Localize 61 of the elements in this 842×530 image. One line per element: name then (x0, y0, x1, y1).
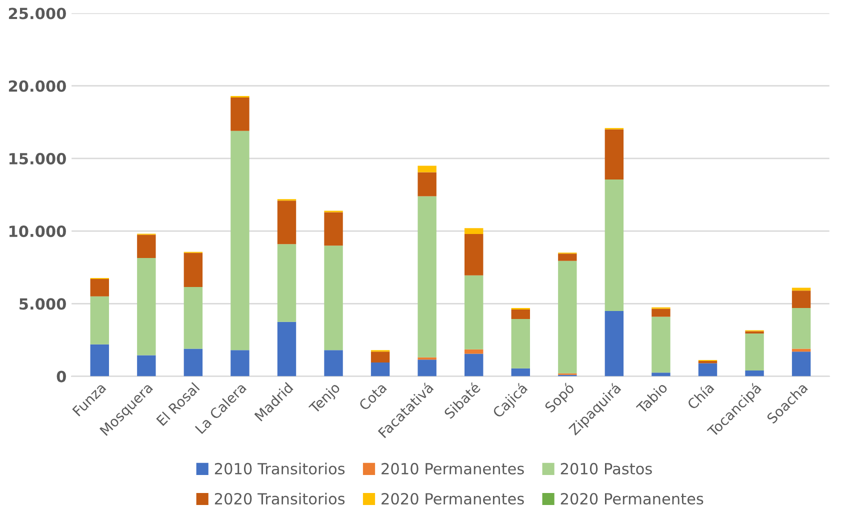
bar (511, 310, 530, 319)
bar (511, 368, 530, 376)
bar (324, 212, 343, 246)
y-tick-label: 20.000 (8, 80, 66, 92)
bar (324, 246, 343, 350)
bar (418, 172, 436, 196)
bar (137, 355, 156, 376)
bar (137, 234, 156, 258)
bar (90, 296, 109, 344)
bar (792, 352, 811, 376)
bar (324, 350, 343, 376)
bar (184, 252, 203, 287)
bar (604, 129, 624, 180)
legend-label: 2020 Permanentes (560, 492, 704, 505)
bar (604, 310, 624, 376)
bar (230, 350, 250, 376)
bar (277, 244, 296, 322)
bar (277, 322, 296, 376)
bar (90, 279, 109, 296)
bar (745, 333, 764, 370)
legend-label: 2010 Pastos (560, 462, 652, 474)
bar (792, 290, 811, 308)
bar (792, 288, 811, 291)
bar (511, 318, 530, 368)
bar (604, 180, 624, 311)
bar (652, 308, 670, 317)
bar (558, 254, 577, 261)
bar (464, 228, 484, 234)
bar (464, 354, 484, 376)
bar (418, 196, 436, 358)
bar (745, 370, 764, 376)
bar (558, 260, 577, 374)
bar (418, 360, 436, 376)
bar (652, 316, 670, 373)
y-tick-label: 25.000 (8, 8, 66, 20)
bar (464, 349, 484, 354)
bar (464, 275, 484, 350)
bar (370, 352, 390, 363)
legend-label: 2010 Transitorios (214, 462, 345, 474)
bar (792, 308, 811, 349)
legend-label: 2010 Permanentes (382, 462, 524, 474)
bar (230, 97, 250, 131)
y-tick-label: 5.000 (20, 298, 66, 310)
bar (230, 130, 250, 350)
bar (277, 200, 296, 244)
bar (184, 286, 203, 349)
y-tick-label: 0 (56, 370, 66, 382)
legend-label: 2020 Permanentes (382, 492, 524, 505)
y-tick-label: 10.000 (9, 226, 66, 238)
bar (652, 372, 670, 376)
bar (184, 348, 203, 376)
bar (370, 362, 390, 376)
bar (464, 234, 484, 276)
bar (137, 258, 156, 356)
bar (698, 363, 718, 376)
y-tick-label: 15.000 (9, 152, 66, 164)
bar (90, 344, 109, 376)
legend-label: 2020 Transitorios (214, 492, 345, 505)
bar (418, 166, 436, 172)
bar (792, 348, 811, 352)
bar (418, 357, 436, 360)
